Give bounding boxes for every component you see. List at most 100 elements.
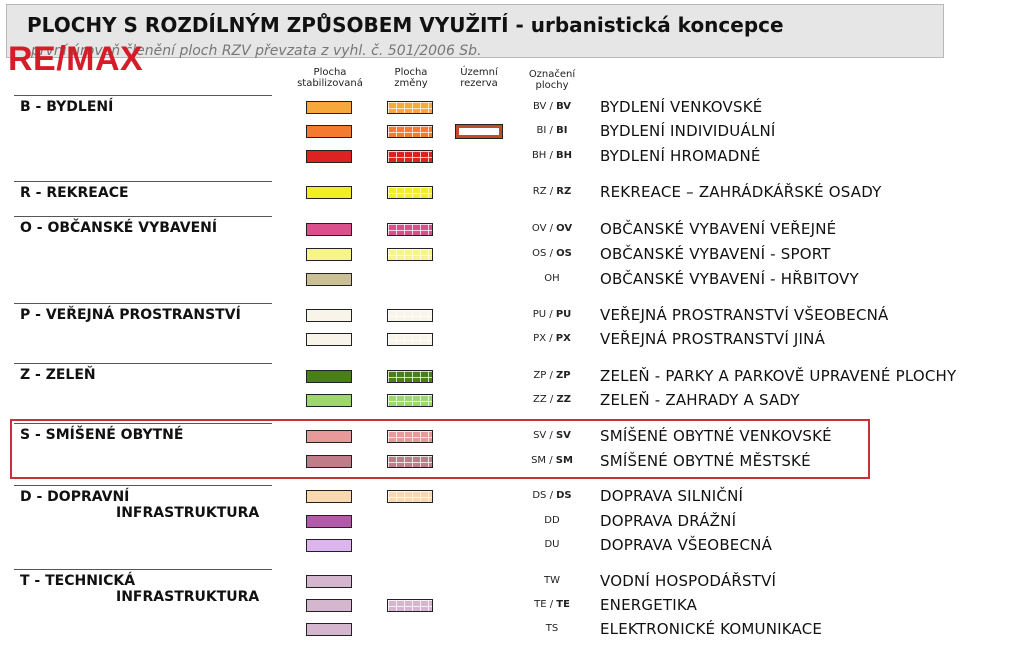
area-code-bold: PX [555,333,571,344]
area-code: OS / OS [512,248,592,259]
area-description: ENERGETIKA [600,596,698,614]
area-code-bold: RZ [556,186,572,197]
area-code: TW [512,575,592,586]
area-code-bold: TE [556,599,570,610]
area-description: SMÍŠENÉ OBYTNÉ VENKOVSKÉ [600,427,832,445]
remax-logo: RE/MAX [8,40,144,78]
area-code-bold: OV [556,223,573,234]
area-code-prefix: RZ / [532,186,557,197]
area-code: OV / OV [512,223,592,234]
swatch-stabilizovana [306,333,352,346]
area-code: BI / BI [512,125,592,136]
swatch-zmeny [387,223,433,236]
col-header-oznaceni: Označení plochy [528,69,576,91]
col-header-zmeny: Plocha změny [394,67,428,89]
area-description: VEŘEJNÁ PROSTRANSTVÍ JINÁ [600,330,826,348]
swatch-stabilizovana [306,125,352,138]
area-description: VEŘEJNÁ PROSTRANSTVÍ VŠEOBECNÁ [600,306,889,324]
category-title-line: T - TECHNICKÁ [20,573,136,589]
category-title-line: INFRASTRUKTURA [116,589,260,605]
category-divider [14,485,272,486]
swatch-zmeny [387,248,433,261]
area-code: PX / PX [512,333,592,344]
category-title: Z - ZELEŇ [20,367,96,383]
swatch-stabilizovana [306,309,352,322]
area-description: REKREACE – ZAHRÁDKÁŘSKÉ OSADY [600,183,882,201]
swatch-stabilizovana [306,370,352,383]
area-code-prefix: DU [544,539,560,550]
area-code-prefix: TE / [534,599,557,610]
area-code: ZP / ZP [512,370,592,381]
area-description: ZELEŇ - PARKY A PARKOVĚ UPRAVENÉ PLOCHY [600,367,957,385]
category-title-line: Z - ZELEŇ [20,367,96,383]
category-title: O - OBČANSKÉ VYBAVENÍ [20,220,217,236]
category-divider [14,363,272,364]
area-code-prefix: OH [544,273,560,284]
area-description: DOPRAVA VŠEOBECNÁ [600,536,773,554]
area-code: DD [512,515,592,526]
page-title: PLOCHY S ROZDÍLNÝM ZPŮSOBEM VYUŽITÍ - ur… [27,13,784,37]
swatch-zmeny [387,394,433,407]
swatch-stabilizovana [306,186,352,199]
category-title: B - BYDLENÍ [20,99,113,115]
highlight-frame [10,419,870,479]
area-description: DOPRAVA DRÁŽNÍ [600,512,737,530]
area-description: OBČANSKÉ VYBAVENÍ - SPORT [600,245,831,263]
page-subtitle: první úroveň členění ploch RZV převzata … [31,43,482,59]
swatch-stabilizovana [306,623,352,636]
swatch-zmeny [387,150,433,163]
area-code-bold: BI [556,125,568,136]
area-description: BYDLENÍ INDIVIDUÁLNÍ [600,122,776,140]
col-header-rezerva: Územní rezerva [460,67,498,89]
category-title-line: O - OBČANSKÉ VYBAVENÍ [20,220,218,236]
category-divider [14,569,272,570]
swatch-stabilizovana [306,273,352,286]
area-description: DOPRAVA SILNIČNÍ [600,487,744,505]
category-title-line: P - VEŘEJNÁ PROSTRANSTVÍ [20,307,241,323]
category-title: S - SMÍŠENÉ OBYTNÉ [20,427,183,443]
swatch-zmeny [387,430,433,443]
swatch-stabilizovana [306,430,352,443]
swatch-zmeny [387,101,433,114]
area-description: ELEKTRONICKÉ KOMUNIKACE [600,620,823,638]
swatch-zmeny [387,490,433,503]
area-description: BYDLENÍ HROMADNÉ [600,147,761,165]
swatch-stabilizovana [306,248,352,261]
swatch-stabilizovana [306,575,352,588]
swatch-stabilizovana [306,223,352,236]
area-code: SV / SV [512,430,592,441]
area-code-prefix: SM / [531,455,556,466]
area-code: SM / SM [512,455,592,466]
swatch-stabilizovana [306,394,352,407]
area-code: TE / TE [512,599,592,610]
swatch-zmeny [387,599,433,612]
category-divider [14,95,272,96]
area-code: BH / BH [512,150,592,161]
swatch-zmeny [387,186,433,199]
area-code-prefix: OV / [531,223,557,234]
header-box: PLOCHY S ROZDÍLNÝM ZPŮSOBEM VYUŽITÍ - ur… [6,4,944,59]
swatch-stabilizovana [306,490,352,503]
swatch-stabilizovana [306,515,352,528]
category-title: R - REKREACE [20,185,129,201]
area-code-prefix: DD [544,515,560,526]
category-title-line: D - DOPRAVNÍ [20,489,130,505]
area-code-bold: OS [556,248,572,259]
swatch-zmeny [387,370,433,383]
area-code-prefix: SV / [533,430,556,441]
area-code-prefix: ZZ / [533,394,557,405]
area-code-bold: BH [556,150,573,161]
category-divider [14,181,272,182]
category-title-line: S - SMÍŠENÉ OBYTNÉ [20,427,184,443]
area-code-prefix: TW [544,575,560,586]
area-code: OH [512,273,592,284]
area-code: BV / BV [512,101,592,112]
area-code-prefix: DS / [532,490,557,501]
swatch-stabilizovana [306,150,352,163]
category-title: D - DOPRAVNÍ INFRASTRUKTURA [20,489,259,521]
category-title: P - VEŘEJNÁ PROSTRANSTVÍ [20,307,241,323]
area-code-bold: ZZ [556,394,571,405]
area-code: ZZ / ZZ [512,394,592,405]
area-code-bold: BV [556,101,572,112]
area-code: RZ / RZ [512,186,592,197]
